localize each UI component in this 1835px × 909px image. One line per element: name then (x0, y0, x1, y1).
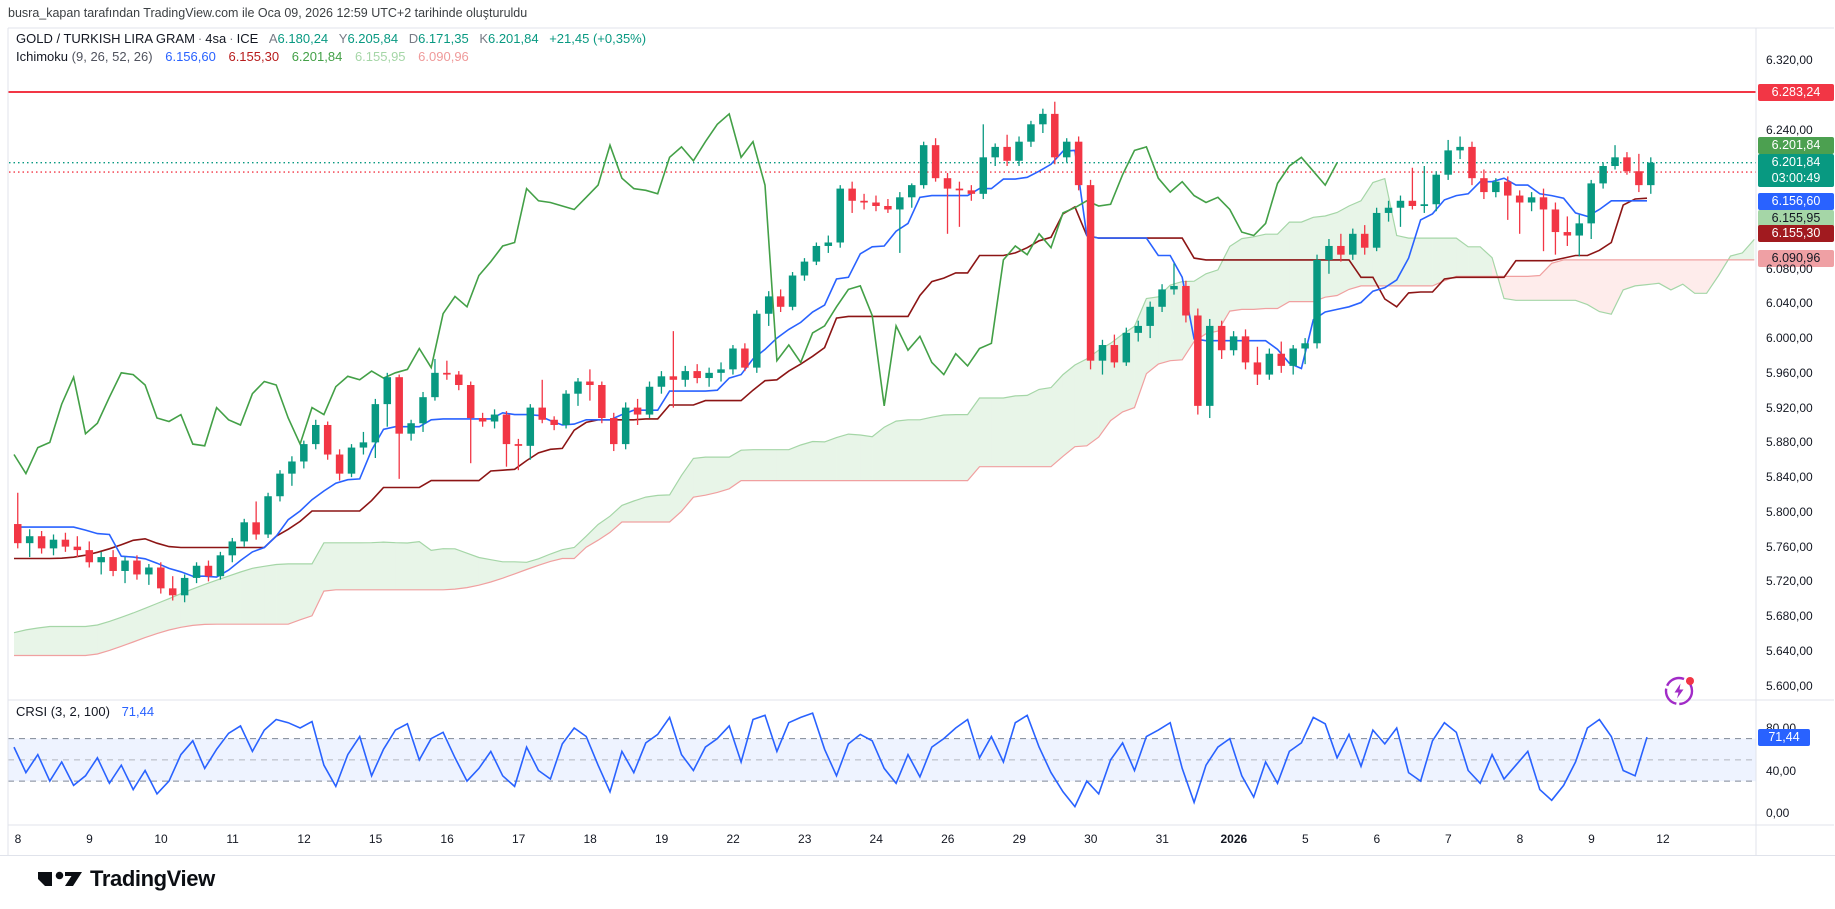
senkou-a-line (13, 177, 1755, 634)
symbol-legend[interactable]: GOLD / TURKISH LIRA GRAM · 4sa · ICE A6.180,… (16, 31, 646, 46)
time-axis-label: 22 (726, 832, 740, 846)
price-tick: 6.320,00 (1766, 53, 1813, 67)
low-value: 6.171,35 (418, 31, 469, 46)
price-tick: 6.080,00 (1766, 261, 1813, 276)
last-price-label: 6.201,84 03:00:49 (1758, 154, 1834, 187)
price-tick: 5.720,00 (1766, 574, 1813, 589)
price-tick: 5.680,00 (1766, 609, 1813, 624)
crsi-tick: 40,00 (1766, 763, 1797, 778)
price-tick: 6.240,00 (1766, 122, 1813, 137)
time-axis-label: 12 (1656, 832, 1670, 846)
bar-countdown: 03:00:49 (1771, 171, 1821, 185)
close-key: K (479, 31, 488, 46)
time-axis-label: 5 (1302, 832, 1309, 846)
tenkan-value: 6.156,60 (165, 49, 216, 64)
time-axis-label: 23 (798, 832, 812, 846)
kijun-price-label: 6.155,30 (1758, 225, 1834, 242)
crsi-current-value: 71,44 (121, 704, 155, 719)
time-axis-label: 9 (1588, 832, 1595, 846)
time-axis-label: 2026 (1220, 832, 1248, 846)
time-axis-label: 6 (1373, 832, 1381, 846)
time-axis-label: 8 (1516, 832, 1524, 846)
last-price-value: 6.201,84 (1771, 155, 1821, 169)
time-axis-label: 29 (1012, 832, 1026, 846)
alert-price-label[interactable]: 6.283,24 (1758, 84, 1834, 101)
separator-dot: · (197, 31, 203, 46)
senkou-a-price-label: 6.155,95 (1758, 210, 1834, 227)
candlestick-series[interactable] (14, 101, 1655, 603)
indicator-name: Ichimoku (16, 49, 69, 64)
interval-label: 4sa (205, 31, 227, 46)
ichimoku-legend[interactable]: Ichimoku (9, 26, 52, 26) 6.156,60 6.155,… (16, 49, 469, 64)
crsi-params: (3, 2, 100) (50, 704, 110, 719)
time-axis-label: 9 (86, 832, 93, 846)
chikou-price-label: 6.201,84 (1758, 137, 1834, 154)
crsi-line (13, 712, 1648, 809)
high-key: Y (338, 31, 348, 46)
kijun-line (14, 197, 1648, 560)
senkou-a-value: 6.155,95 (354, 49, 406, 64)
time-axis-label: 10 (154, 832, 168, 846)
high-value: 6.205,84 (347, 31, 399, 46)
price-tick: 5.600,00 (1766, 678, 1813, 693)
exchange-label: ICE (236, 31, 259, 46)
senkou-b-price-label: 6.090,96 (1758, 250, 1834, 267)
time-axis-label: 12 (297, 832, 311, 846)
tenkan-price-label: 6.156,60 (1758, 193, 1834, 210)
tradingview-logo-icon[interactable] (38, 868, 86, 894)
indicator-params: (9, 26, 52, 26) (71, 49, 153, 64)
senkou-b-line (14, 259, 1755, 657)
lightning-icon (1664, 676, 1694, 706)
open-key: A (268, 31, 278, 46)
price-tick: 5.920,00 (1766, 400, 1813, 415)
time-axis-label: 7 (1445, 832, 1452, 846)
change-value: +21,45 (+0,35%) (549, 31, 647, 46)
tenkan-line (14, 149, 1647, 578)
senkou-b-value: 6.090,96 (418, 49, 469, 64)
price-tick: 6.000,00 (1766, 331, 1813, 346)
kijun-value: 6.155,30 (228, 49, 280, 64)
notification-dot (1686, 677, 1694, 685)
crsi-name: CRSI (16, 704, 48, 719)
separator-dot: · (229, 31, 234, 46)
time-axis-label: 17 (511, 832, 526, 846)
time-axis-label: 18 (583, 832, 597, 846)
chikou-line (13, 112, 1338, 476)
time-axis-label: 8 (14, 832, 22, 846)
low-key: D (408, 31, 419, 46)
open-value: 6.180,24 (277, 31, 329, 46)
crsi-tick: 0,00 (1766, 806, 1790, 820)
chikou-value: 6.201,84 (291, 49, 343, 64)
tradingview-logo-text[interactable]: TradingView (90, 866, 215, 891)
price-tick: 5.640,00 (1766, 643, 1813, 658)
close-value: 6.201,84 (487, 31, 539, 46)
crsi-pane[interactable] (8, 712, 1756, 809)
time-axis-label: 30 (1084, 832, 1098, 846)
symbol-title: GOLD / TURKISH LIRA GRAM (16, 31, 195, 46)
price-tick: 5.880,00 (1766, 435, 1813, 450)
flash-button[interactable] (1660, 672, 1700, 712)
time-axis-label: 26 (941, 832, 955, 846)
time-axis-label: 24 (869, 832, 883, 846)
price-tick: 5.840,00 (1766, 470, 1813, 485)
attribution-text: busra_kapan tarafından TradingView.com i… (8, 6, 528, 20)
crsi-value-label: 71,44 (1758, 729, 1810, 747)
price-tick: 6.040,00 (1766, 296, 1813, 311)
time-axis-label: 11 (226, 832, 239, 846)
time-axis-label: 19 (654, 832, 669, 846)
crsi-legend[interactable]: CRSI (3, 2, 100) 71,44 (16, 704, 154, 719)
lightning-bolt-glyph (1674, 683, 1684, 699)
time-axis-label: 31 (1155, 832, 1169, 846)
price-tick: 5.760,00 (1766, 539, 1813, 554)
time-axis-label: 16 (440, 832, 454, 846)
main-pane[interactable] (0, 90, 1756, 657)
price-tick: 5.800,00 (1766, 504, 1813, 519)
price-tick: 5.960,00 (1766, 365, 1813, 380)
time-axis-label: 15 (368, 832, 383, 846)
